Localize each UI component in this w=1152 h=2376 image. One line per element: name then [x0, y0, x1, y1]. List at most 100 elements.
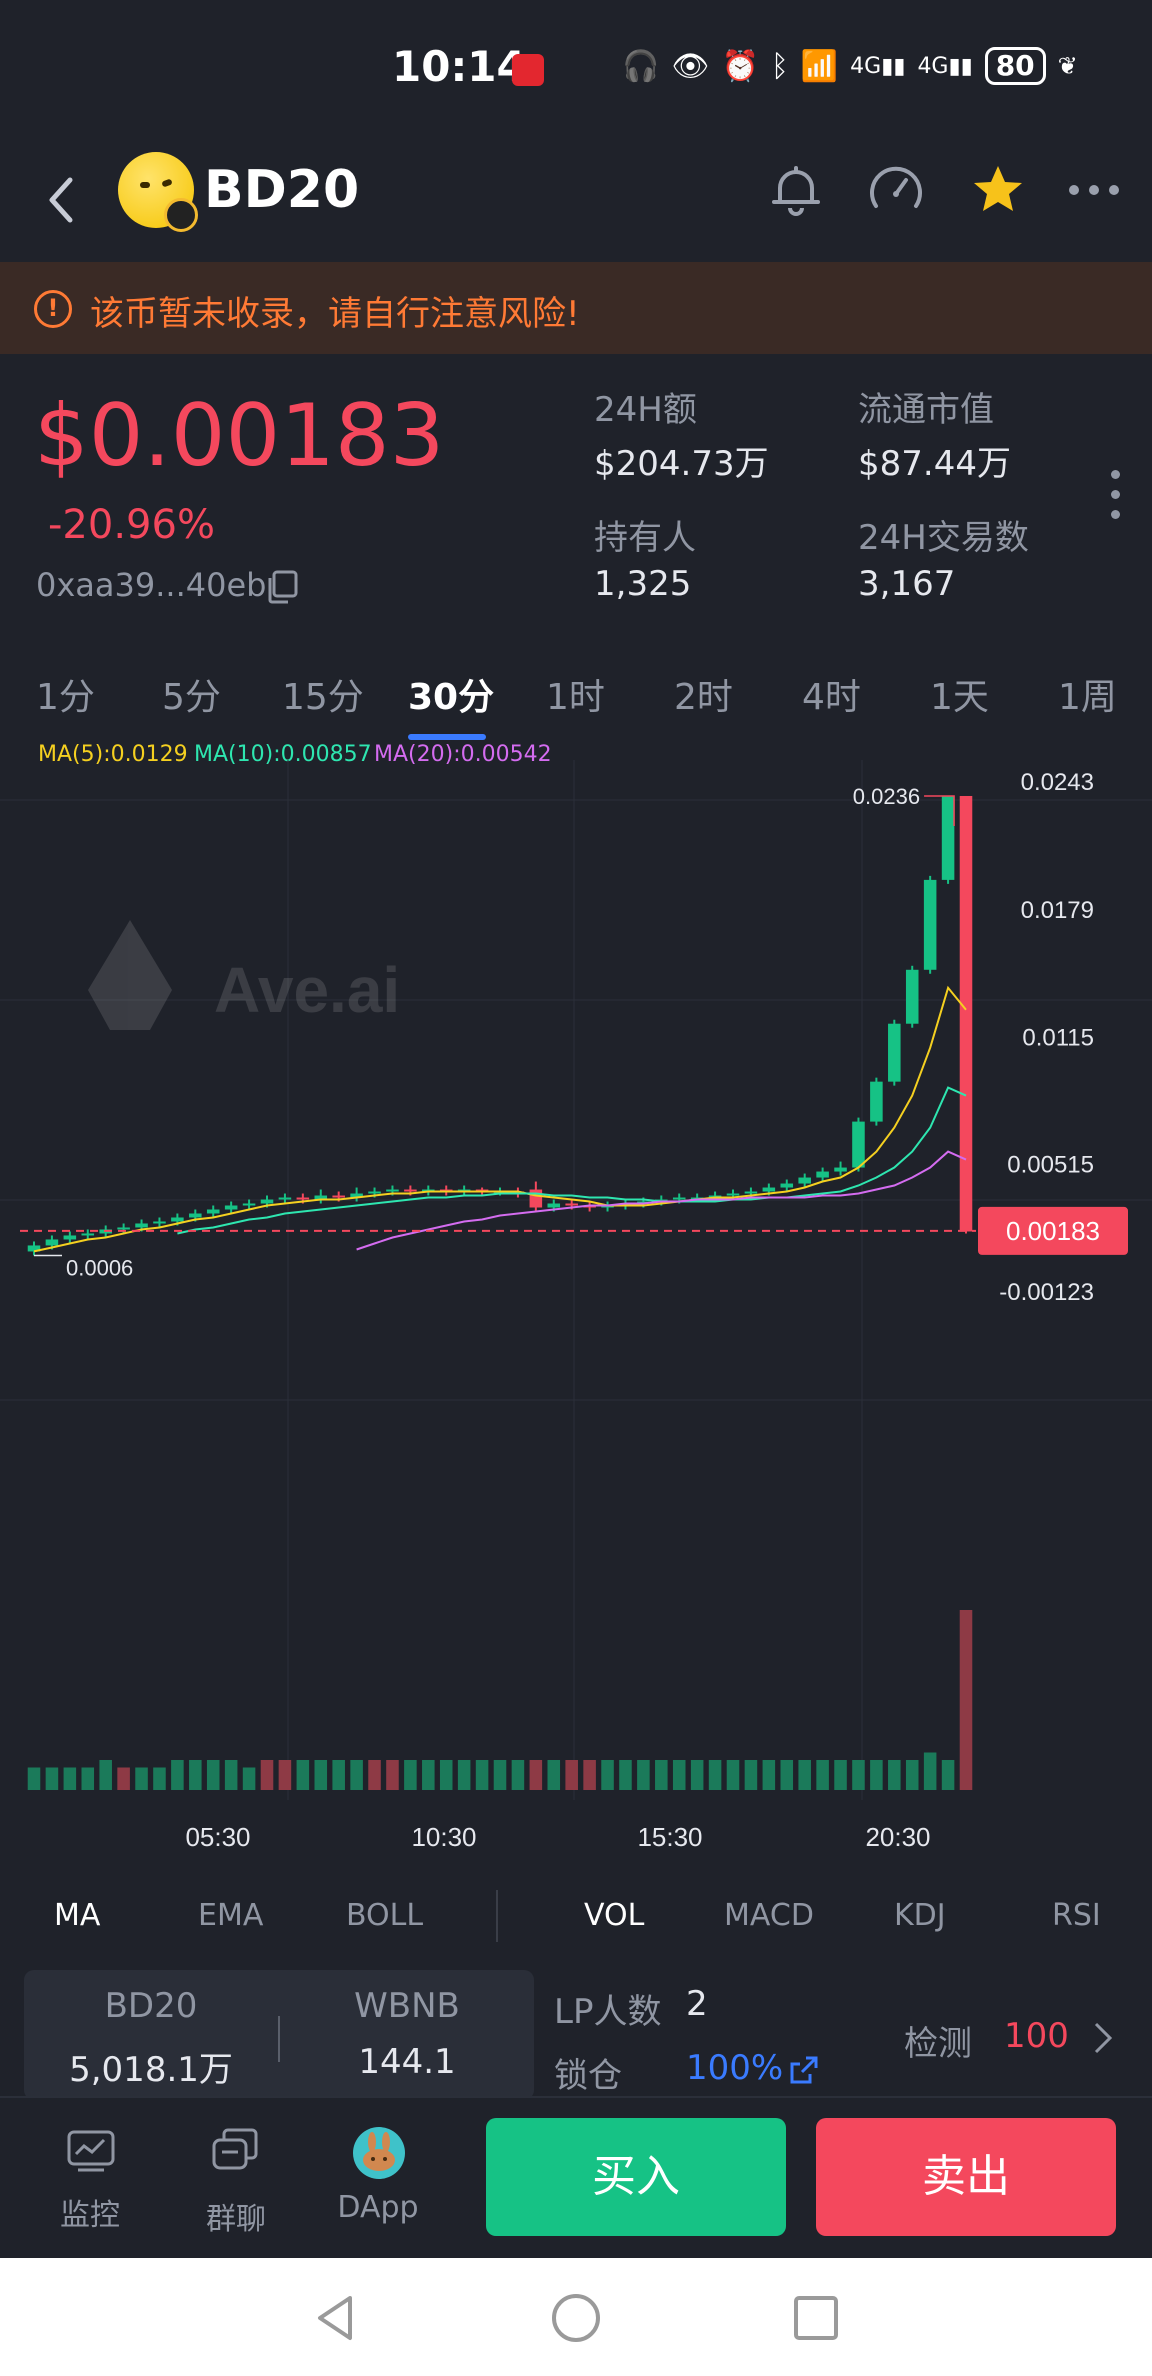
indicator-rsi[interactable]: RSI [1052, 1898, 1101, 1933]
volume-value: $204.73万 [594, 444, 769, 484]
contract-address: 0xaa39...40eb [36, 566, 267, 604]
candle [296, 1197, 310, 1200]
nav-dapp-label[interactable]: DApp [337, 2190, 419, 2225]
txs-value: 3,167 [858, 564, 956, 604]
candle [798, 1177, 811, 1184]
bluetooth-icon: ᛒ [770, 48, 789, 84]
indicator-vol[interactable]: VOL [584, 1898, 645, 1933]
current-price-tag [978, 1206, 1128, 1255]
volume-bar [708, 1760, 722, 1790]
candle [63, 1235, 77, 1240]
tab-5m[interactable]: 5分 [162, 677, 221, 718]
bell-icon[interactable] [766, 160, 826, 220]
indicator-macd[interactable]: MACD [724, 1898, 814, 1933]
volume-bar [63, 1767, 77, 1790]
ma-lines [33, 985, 967, 1253]
volume-bar [637, 1760, 650, 1790]
ma20-legend: MA(20):0.00542 [374, 742, 552, 767]
nav-recents-icon[interactable] [790, 2292, 842, 2344]
volume-bar [117, 1767, 130, 1790]
indicator-kdj[interactable]: KDJ [894, 1898, 946, 1933]
wifi-icon: 📶 [800, 48, 839, 84]
nav-home-icon[interactable] [550, 2292, 602, 2344]
nav-chat-label[interactable]: 群聊 [206, 2202, 266, 2237]
volume-bar [242, 1767, 256, 1790]
volume-bar [457, 1760, 471, 1790]
tab-1d[interactable]: 1天 [930, 677, 989, 718]
candle [117, 1227, 130, 1230]
monitor-icon[interactable] [64, 2124, 118, 2178]
tab-1w[interactable]: 1周 [1058, 677, 1117, 718]
volume-bar [529, 1760, 543, 1790]
external-link-icon[interactable] [786, 2052, 822, 2088]
tab-15m[interactable]: 15分 [282, 677, 364, 718]
back-icon[interactable] [40, 170, 84, 230]
volume-bar [368, 1760, 381, 1790]
price-chart[interactable]: Ave.ai 0.0243 0.0179 0.0115 0.00515 -0.00123… [0, 760, 1152, 1860]
lock-value[interactable]: 100% [686, 2048, 784, 2088]
lp-count-value: 2 [686, 1984, 708, 2024]
stats-more-icon[interactable] [1108, 470, 1122, 522]
chart-grid [0, 760, 1152, 1800]
volume-bar [314, 1760, 328, 1790]
volume-bar [690, 1760, 704, 1790]
gauge-icon[interactable] [866, 160, 926, 220]
volume-bar [278, 1760, 292, 1790]
volume-bar [350, 1760, 363, 1790]
x-axis-label: 15:30 [637, 1822, 702, 1852]
candle [923, 879, 937, 970]
y-axis-label: -0.00123 [999, 1279, 1094, 1306]
nav-monitor-label[interactable]: 监控 [60, 2198, 120, 2233]
detect-label[interactable]: 检测 [904, 2024, 972, 2064]
chevron-right-icon[interactable] [1090, 2018, 1116, 2058]
more-icon[interactable] [1064, 160, 1124, 220]
y-axis-labels: 0.0243 0.0179 0.0115 0.00515 -0.00123 [999, 769, 1094, 1306]
tab-2h[interactable]: 2时 [674, 677, 733, 718]
copy-icon[interactable] [264, 568, 300, 606]
candle [45, 1239, 59, 1246]
volume-bar [296, 1760, 310, 1790]
candle [81, 1233, 95, 1236]
high-price-label: 0.0236 [853, 784, 920, 809]
volume-bar [780, 1760, 794, 1790]
active-tab-indicator [408, 734, 486, 740]
ave-logo-icon [88, 920, 172, 1030]
volume-bar [547, 1760, 561, 1790]
risk-warning-banner: ! 该币暂未收录，请自行注意风险! [0, 262, 1152, 354]
indicator-boll[interactable]: BOLL [346, 1898, 424, 1933]
ma10-line [177, 1086, 967, 1235]
chat-icon[interactable] [208, 2124, 262, 2178]
volume-bar [189, 1760, 202, 1790]
volume-bar [475, 1760, 489, 1790]
leaf-icon: ❦ [1057, 52, 1078, 80]
ma5-line [33, 985, 967, 1253]
high-marker-line [924, 795, 955, 826]
mcap-label: 流通市值 [858, 390, 994, 430]
tab-1h[interactable]: 1时 [546, 677, 605, 718]
indicator-ema[interactable]: EMA [198, 1898, 264, 1933]
tab-4h[interactable]: 4时 [802, 677, 861, 718]
indicator-ma[interactable]: MA [54, 1898, 101, 1933]
volume-bar [386, 1760, 399, 1790]
nav-back-icon[interactable] [310, 2292, 362, 2344]
tab-30m[interactable]: 30分 [408, 677, 495, 718]
pancakeswap-icon[interactable] [352, 2126, 406, 2180]
signal-4g-icon: 4G▮▮ [850, 53, 906, 79]
candle [189, 1213, 202, 1218]
star-icon[interactable] [968, 160, 1028, 220]
volume-bar [601, 1760, 614, 1790]
candle [905, 969, 919, 1024]
tab-1m[interactable]: 1分 [36, 677, 95, 718]
volume-bar [422, 1760, 435, 1790]
candle [834, 1167, 847, 1172]
volume-bar [852, 1760, 865, 1790]
volume-label: 24H额 [594, 390, 697, 430]
buy-button[interactable]: 买入 [486, 2118, 786, 2236]
token-title: BD20 [204, 160, 360, 220]
candle [529, 1189, 543, 1208]
eye-icon: 👁 [671, 48, 710, 84]
detect-score[interactable]: 100 [1004, 2016, 1069, 2056]
candle [941, 795, 955, 880]
sell-button[interactable]: 卖出 [816, 2118, 1116, 2236]
token-avatar [118, 152, 198, 232]
